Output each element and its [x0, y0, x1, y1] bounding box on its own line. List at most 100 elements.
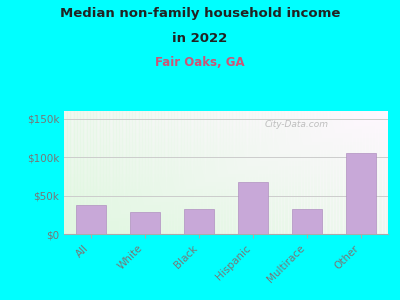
Bar: [229, 111, 232, 234]
Bar: [64, 187, 388, 188]
Bar: [64, 130, 388, 131]
Bar: [122, 111, 126, 234]
Bar: [64, 190, 388, 191]
Bar: [64, 146, 388, 147]
Bar: [64, 140, 388, 142]
Bar: [64, 139, 388, 140]
Bar: [164, 111, 168, 234]
Bar: [190, 111, 194, 234]
Bar: [239, 111, 242, 234]
Bar: [64, 165, 388, 166]
Bar: [64, 211, 388, 212]
Bar: [246, 111, 249, 234]
Bar: [288, 111, 291, 234]
Bar: [64, 208, 388, 209]
Bar: [174, 111, 178, 234]
Bar: [64, 121, 388, 122]
Bar: [64, 213, 388, 214]
Bar: [284, 111, 288, 234]
Bar: [184, 209, 214, 234]
Bar: [142, 111, 145, 234]
Bar: [64, 170, 388, 171]
Text: in 2022: in 2022: [172, 32, 228, 44]
Bar: [64, 195, 388, 196]
Bar: [64, 192, 388, 194]
Bar: [64, 229, 388, 230]
Bar: [64, 209, 388, 211]
Bar: [64, 181, 388, 182]
Bar: [106, 111, 109, 234]
Bar: [359, 111, 362, 234]
Bar: [278, 111, 281, 234]
Bar: [226, 111, 229, 234]
Bar: [64, 142, 388, 143]
Bar: [378, 111, 382, 234]
Bar: [64, 120, 388, 121]
Bar: [281, 111, 284, 234]
Bar: [93, 111, 96, 234]
Bar: [352, 111, 356, 234]
Bar: [64, 118, 388, 120]
Bar: [64, 218, 388, 219]
Bar: [64, 224, 388, 225]
Bar: [126, 111, 129, 234]
Bar: [64, 172, 388, 174]
Bar: [64, 223, 388, 224]
Bar: [64, 111, 67, 234]
Bar: [187, 111, 190, 234]
Bar: [236, 111, 239, 234]
Bar: [356, 111, 359, 234]
Bar: [275, 111, 278, 234]
Bar: [80, 111, 84, 234]
Bar: [64, 111, 388, 112]
Bar: [64, 228, 388, 229]
Bar: [177, 111, 181, 234]
Bar: [64, 166, 388, 168]
Bar: [220, 111, 223, 234]
Bar: [87, 111, 90, 234]
Bar: [242, 111, 246, 234]
Bar: [64, 158, 388, 159]
Bar: [138, 111, 142, 234]
Bar: [64, 175, 388, 176]
Bar: [77, 111, 80, 234]
Bar: [113, 111, 116, 234]
Bar: [64, 150, 388, 152]
Bar: [64, 220, 388, 222]
Bar: [64, 149, 388, 150]
Bar: [265, 111, 268, 234]
Bar: [130, 212, 160, 234]
Bar: [194, 111, 197, 234]
Bar: [158, 111, 161, 234]
Bar: [64, 200, 388, 201]
Bar: [304, 111, 307, 234]
Bar: [64, 126, 388, 127]
Bar: [203, 111, 206, 234]
Bar: [64, 159, 388, 160]
Bar: [262, 111, 265, 234]
Bar: [271, 111, 275, 234]
Bar: [64, 128, 388, 129]
Bar: [64, 184, 388, 185]
Bar: [297, 111, 300, 234]
Bar: [314, 111, 317, 234]
Bar: [64, 225, 388, 226]
Bar: [346, 111, 349, 234]
Bar: [64, 160, 388, 161]
Text: City-Data.com: City-Data.com: [265, 120, 329, 129]
Text: Median non-family household income: Median non-family household income: [60, 8, 340, 20]
Bar: [333, 111, 336, 234]
Bar: [382, 111, 385, 234]
Bar: [346, 153, 376, 234]
Bar: [64, 217, 388, 218]
Bar: [129, 111, 132, 234]
Bar: [64, 155, 388, 157]
Bar: [249, 111, 252, 234]
Bar: [168, 111, 171, 234]
Bar: [64, 115, 388, 116]
Bar: [64, 171, 388, 172]
Bar: [320, 111, 323, 234]
Bar: [64, 168, 388, 169]
Bar: [155, 111, 158, 234]
Bar: [64, 233, 388, 234]
